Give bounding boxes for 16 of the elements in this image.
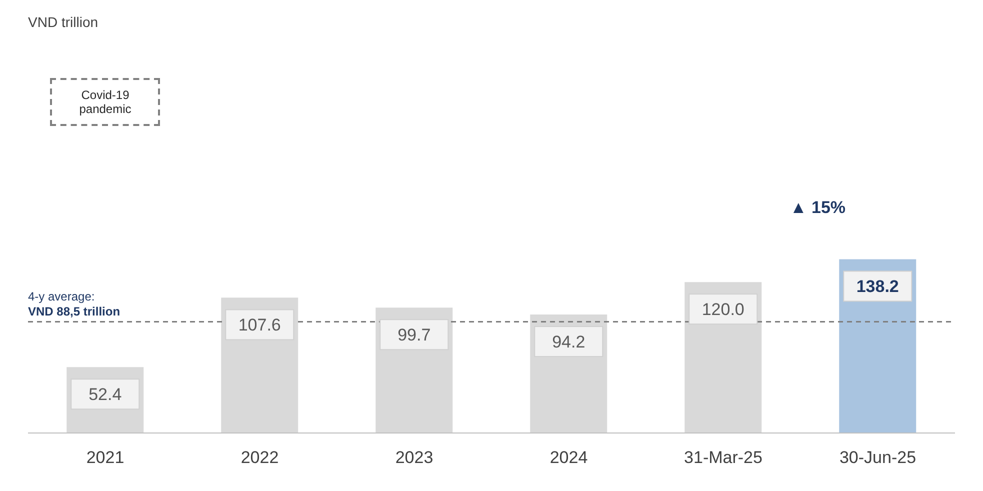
text: VND trillion bbox=[28, 14, 98, 30]
x-tick-label: 30-Jun-25 bbox=[839, 448, 916, 468]
x-tick-label: 2022 bbox=[240, 448, 279, 468]
data-label: 120.0 bbox=[702, 300, 744, 320]
text: ▲ 15% bbox=[788, 198, 847, 218]
text: Covid-19 pandemic bbox=[50, 78, 160, 126]
data-label: 138.2 bbox=[856, 277, 899, 296]
x-tick-label: 31-Mar-25 bbox=[684, 448, 762, 468]
ref-line-label: 4-y average: VND 88,5 trillion bbox=[28, 290, 120, 319]
data-label: 94.2 bbox=[552, 332, 586, 352]
x-tick-label: 2023 bbox=[395, 448, 434, 468]
x-tick-label: 2021 bbox=[86, 448, 124, 468]
data-label: 99.7 bbox=[398, 326, 431, 345]
x-tick-label: 2024 bbox=[550, 448, 588, 468]
data-label: 107.6 bbox=[238, 316, 281, 335]
data-label: 52.4 bbox=[88, 385, 122, 404]
